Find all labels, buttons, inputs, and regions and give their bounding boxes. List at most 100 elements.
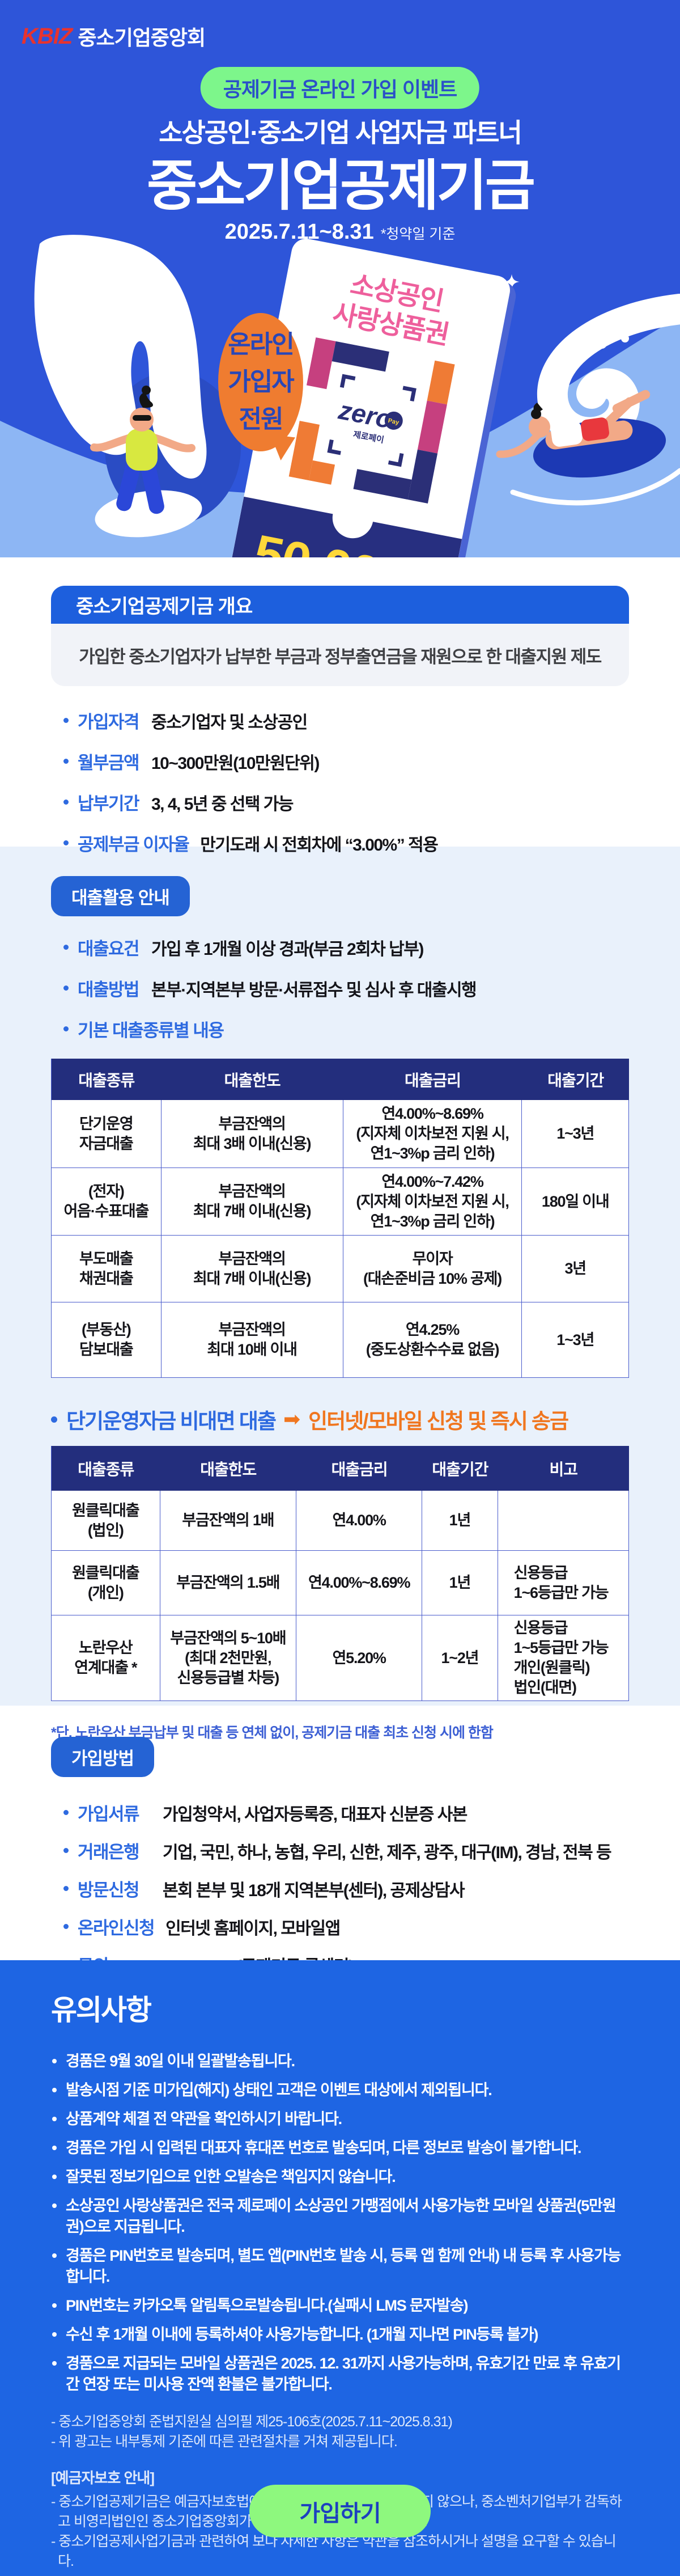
list-item: 가입자격 중소기업자 및 소상공인 [63, 708, 629, 733]
table-cell: 부금잔액의 최대 10배 이내 [161, 1302, 343, 1378]
section-pill-loan: 대출활용 안내 [51, 876, 190, 916]
kbiz-logo-mark: KBIZ [22, 23, 73, 49]
notice-item: 상품계약 체결 전 약관을 확인하시기 바랍니다. [51, 2109, 629, 2130]
bubble-line: 전원 [239, 405, 284, 433]
bullet-icon [63, 1810, 69, 1815]
table-cell: 신용등급 1~5등급만 가능 개인(원클릭) 법인(대면) [498, 1615, 629, 1701]
table-cell: 연4.00% [296, 1491, 423, 1551]
table-cell: 3년 [522, 1236, 629, 1302]
list-item: 대출방법 본부·지역본부 방문·서류접수 및 심사 후 대출시행 [63, 975, 629, 1001]
loan-guide-list: 대출요건 가입 후 1개월 이상 경과(부금 2회차 납부) 대출방법 본부·지역본… [63, 934, 629, 1042]
table-cell: 1년 [422, 1491, 498, 1551]
deposit-protection-title: [예금자보호 안내] [51, 2469, 155, 2486]
notice-item: 경품은 가입 시 입력된 대표자 휴대폰 번호로 발송되며, 다른 정보로 발송… [51, 2138, 629, 2159]
bullet-icon [63, 1026, 69, 1031]
table-cell: 180일 이내 [522, 1168, 629, 1236]
prize-band: 50,000원 [225, 496, 462, 557]
bullet-icon [63, 945, 69, 950]
bullet-icon [63, 1848, 69, 1853]
table-cell: 1~3년 [522, 1100, 629, 1168]
prize-number: 50,000 [249, 524, 410, 557]
notice-item: 수신 후 1개월 이내에 등록하셔야 사용가능합니다. (1개월 지나면 PIN… [51, 2324, 629, 2345]
table-cell: 단기운영 자금대출 [52, 1100, 162, 1168]
bullet-icon [63, 1924, 69, 1929]
item-label: 기본 대출종류별 내용 [78, 1021, 224, 1040]
swimmer-figure [496, 390, 680, 506]
notice-section: 유의사항 경품은 9월 30일 이내 일괄발송됩니다. 발송시점 기준 미가입(… [0, 1960, 680, 2576]
list-item: 온라인신청 인터넷 홈페이지, 모바일앱 [63, 1914, 629, 1939]
overview-section: 중소기업공제기금 개요 가입한 중소기업자가 납부한 부금과 정부출연금을 재원… [0, 557, 680, 855]
zeropay-voucher: zero Pay 제로페이 [288, 337, 455, 504]
overview-box: 중소기업공제기금 개요 가입한 중소기업자가 납부한 부금과 정부출연금을 재원… [51, 586, 629, 686]
event-period: 2025.7.11~8.31 *청약일 기준 [0, 220, 680, 244]
table-cell: 1년 [422, 1551, 498, 1615]
kbiz-logo-text: 중소기업중앙회 [78, 26, 206, 49]
bullet-icon [63, 759, 69, 764]
item-label: 월부금액 [78, 753, 140, 773]
table-header-cell: 대출기간 [422, 1446, 498, 1491]
notice-title: 유의사항 [51, 1994, 152, 2026]
item-label: 납부기간 [78, 794, 140, 814]
join-button[interactable]: 가입하기 [249, 2485, 431, 2537]
notice-item: 잘못된 정보기입으로 인한 오발송은 책임지지 않습니다. [51, 2167, 629, 2188]
join-method-section: 가입방법 가입서류 가입청약서, 사업자등록증, 대표자 신분증 사본 거래은행 기… [0, 1706, 680, 1976]
notice-item: 경품으로 지급되는 모바일 상품권은 2025. 12. 31까지 사용가능하며… [51, 2353, 629, 2395]
table-cell: 부도매출 채권대출 [52, 1236, 162, 1302]
table-cell: 부금잔액의 최대 3배 이내(신용) [161, 1100, 343, 1168]
loan-table-untact: 대출종류 대출한도 대출금리 대출기간 비고 원클릭대출 (법인) 부금잔액의 … [51, 1446, 629, 1701]
zeropay-logo: zero Pay 제로페이 [288, 337, 455, 504]
table-header-cell: 대출종류 [52, 1446, 160, 1491]
table-cell: 부금잔액의 5~10배 (최대 2천만원, 신용등급별 차등) [160, 1615, 297, 1701]
arrow-right-icon: ➡ [283, 1407, 301, 1431]
untact-loan-heading: 단기운영자금 비대면 대출 ➡ 인터넷/모바일 신청 및 즉시 송금 [51, 1404, 629, 1435]
notice-item: 경품은 PIN번호로 발송되며, 별도 앱(PIN번호 발송 시, 등록 앱 함… [51, 2245, 629, 2287]
table-cell: 1~3년 [522, 1302, 629, 1378]
table-cell: 연4.00%~8.69% (지자체 이차보전 지원 시, 연1~3%p 금리 인… [343, 1100, 522, 1168]
section-pill-join: 가입방법 [51, 1737, 155, 1777]
item-label: 대출방법 [78, 980, 140, 1000]
table-cell: 연4.00%~8.69% [296, 1551, 423, 1615]
list-item: 방문신청 본회 본부 및 18개 지역본부(센터), 공제상담사 [63, 1876, 629, 1901]
bullet-icon [63, 985, 69, 991]
table-cell: (전자) 어음·수표대출 [52, 1168, 162, 1236]
table-header-cell: 대출한도 [160, 1446, 297, 1491]
table-cell: 원클릭대출 (개인) [52, 1551, 160, 1615]
item-label: 가입자격 [78, 712, 140, 732]
list-item: 거래은행 기업, 국민, 하나, 농협, 우리, 신한, 제주, 광주, 대구(I… [63, 1838, 629, 1863]
left-wave [34, 235, 207, 479]
bubble-line: 가입자 [228, 368, 294, 396]
list-item: 공제부금 이자율 만기도래 시 전회차에 “3.00%” 적용 [63, 830, 629, 856]
item-value: 만기도래 시 전회차에 “3.00%” 적용 [200, 836, 439, 855]
bullet-icon [63, 718, 69, 723]
list-item: 대출요건 가입 후 1개월 이상 경과(부금 2회차 납부) [63, 934, 629, 960]
page-title: 중소기업공제기금 [147, 155, 536, 217]
table-cell [498, 1491, 629, 1551]
overview-header: 중소기업공제기금 개요 [51, 586, 629, 624]
overview-list: 가입자격 중소기업자 및 소상공인 월부금액 10~300만원(10만원단위) 납부… [63, 708, 629, 856]
bullet-icon [63, 840, 69, 845]
hero-section: KBIZ 중소기업중앙회 공제기금 온라인 가입 이벤트 소상공인·중소기업 사… [0, 0, 680, 557]
table-cell: 노란우산 연계대출 * [52, 1615, 160, 1701]
legal-note: - 위 광고는 내부통제 기준에 따른 관련절차를 거쳐 제공됩니다. [51, 2434, 398, 2450]
gift-card: 소상공인 사랑상품권 [225, 236, 513, 557]
table-cell: 부금잔액의 1.5배 [160, 1551, 297, 1615]
bullet-icon [63, 1886, 69, 1891]
item-value: 인터넷 홈페이지, 모바일앱 [165, 1919, 341, 1938]
legal-note: - 중소기업중앙회 준법지원실 심의필 제25-106호(2025.7.11~2… [51, 2414, 453, 2430]
hero-subtitle: 소상공인·중소기업 사업자금 파트너 [159, 118, 522, 147]
item-value: 가입 후 1개월 이상 경과(부금 2회차 납부) [151, 940, 424, 959]
item-value: 10~300만원(10만원단위) [151, 754, 320, 773]
list-item: 가입서류 가입청약서, 사업자등록증, 대표자 신분증 사본 [63, 1800, 629, 1825]
loan-guide-section: 대출활용 안내 대출요건 가입 후 1개월 이상 경과(부금 2회차 납부) 대출… [0, 847, 680, 1741]
item-label: 방문신청 [78, 1880, 140, 1900]
event-badge: 공제기금 온라인 가입 이벤트 [200, 67, 480, 109]
bullet-icon [63, 800, 69, 805]
surfer-figure [90, 386, 202, 538]
hero-illustration [0, 235, 680, 557]
table-cell: 원클릭대출 (법인) [52, 1491, 160, 1551]
table-cell: 신용등급 1~6등급만 가능 [498, 1551, 629, 1615]
join-method-list: 가입서류 가입청약서, 사업자등록증, 대표자 신분증 사본 거래은행 기업, 국민… [63, 1800, 629, 1977]
svg-text:Pay: Pay [388, 417, 400, 426]
table-header-cell: 대출기간 [522, 1059, 629, 1100]
